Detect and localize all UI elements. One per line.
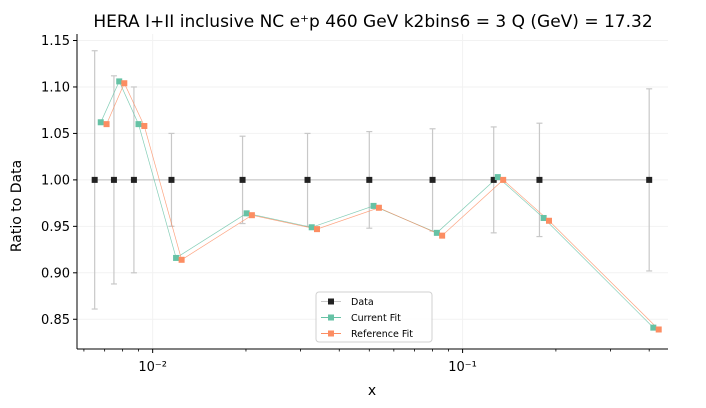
data-point xyxy=(130,176,137,183)
data-point xyxy=(141,122,148,129)
data-point xyxy=(500,176,507,183)
legend-marker xyxy=(328,298,334,305)
y-tick-label: 0.90 xyxy=(41,266,70,281)
data-point xyxy=(429,176,436,183)
y-tick-label: 0.95 xyxy=(41,220,70,235)
x-tick-label: 10⁻² xyxy=(138,360,167,375)
data-point xyxy=(116,78,123,85)
data-point xyxy=(103,121,110,128)
data-point xyxy=(168,176,175,183)
data-point xyxy=(248,212,255,219)
chart-title: HERA I+II inclusive NC e⁺p 460 GeV k2bin… xyxy=(93,12,652,32)
data-markers xyxy=(91,78,662,333)
y-tick-label: 1.15 xyxy=(41,34,70,49)
y-axis-label: Ratio to Data xyxy=(9,160,25,252)
data-point xyxy=(545,217,552,224)
data-point xyxy=(494,174,501,181)
data-point xyxy=(439,232,446,239)
x-tick-label: 10⁻¹ xyxy=(448,360,477,375)
legend-label: Reference Fit xyxy=(351,329,413,340)
data-point xyxy=(135,121,142,128)
data-point xyxy=(239,176,246,183)
x-axis-ticks: 10⁻² 10⁻¹ xyxy=(83,349,650,375)
x-axis-label: x xyxy=(368,383,376,399)
series-line xyxy=(100,80,654,328)
legend-box xyxy=(315,291,433,343)
data-point xyxy=(110,176,117,183)
data-point xyxy=(313,226,320,233)
legend-label: Current Fit xyxy=(351,313,401,324)
y-axis-ticks: 0.85 0.90 0.95 1.00 1.05 1.10 1.15 xyxy=(41,34,77,328)
data-point xyxy=(97,119,104,126)
y-tick-label: 1.05 xyxy=(41,127,70,142)
legend-marker xyxy=(328,314,334,321)
legend-marker xyxy=(328,330,334,337)
data-point xyxy=(433,229,440,236)
data-point xyxy=(173,254,180,261)
y-tick-label: 1.00 xyxy=(41,173,70,188)
data-point xyxy=(91,176,98,183)
legend-label: Data xyxy=(351,297,374,308)
data-point xyxy=(655,326,662,333)
data-point xyxy=(646,176,653,183)
data-point xyxy=(370,202,377,209)
data-point xyxy=(178,256,185,263)
y-tick-label: 0.85 xyxy=(41,313,70,328)
data-point xyxy=(121,80,128,87)
data-point xyxy=(375,204,382,211)
data-point xyxy=(540,214,547,221)
data-point xyxy=(304,176,311,183)
data-point xyxy=(366,176,373,183)
data-point xyxy=(490,176,497,183)
data-point xyxy=(243,210,250,217)
y-tick-label: 1.10 xyxy=(41,80,70,95)
data-point xyxy=(308,224,315,231)
legend: Data Current Fit Reference Fit xyxy=(315,291,433,343)
data-point xyxy=(650,324,657,331)
data-point xyxy=(536,176,543,183)
